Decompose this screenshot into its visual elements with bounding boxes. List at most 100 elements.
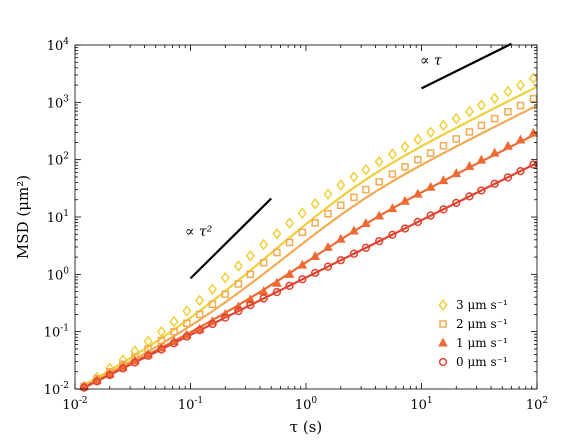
data-point-s1-16 — [285, 238, 294, 247]
data-point-s0-6 — [156, 325, 166, 338]
data-point-s3-32 — [490, 179, 499, 188]
data-point-s3-25 — [400, 224, 410, 233]
data-point-s2-22 — [361, 218, 371, 228]
data-point-s3-31 — [477, 186, 486, 195]
data-point-s2-19 — [323, 241, 333, 251]
data-point-s1-7 — [170, 327, 178, 336]
legend-marker-1 — [439, 320, 447, 328]
data-point-s1-19 — [324, 209, 332, 218]
data-point-s1-32 — [490, 114, 499, 123]
data-point-s3-16 — [285, 281, 294, 290]
x-tick-label-1: 10-1 — [178, 396, 203, 413]
data-point-s1-31 — [477, 121, 486, 130]
data-point-s3-11 — [221, 313, 230, 322]
y-tick-label-0: 10-2 — [44, 381, 69, 398]
legend: 3 μm s⁻¹ 2 μm s⁻¹ 1 μm s⁻¹ 0 μm s⁻¹ — [438, 298, 508, 369]
data-point-s0-10 — [207, 283, 218, 296]
legend-label-1: 2 μm s⁻¹ — [456, 317, 508, 331]
data-point-s2-17 — [297, 259, 308, 269]
data-point-s2-3 — [118, 361, 128, 371]
data-point-s0-31 — [476, 99, 486, 112]
data-point-s2-21 — [349, 225, 359, 235]
data-point-s3-4 — [130, 358, 140, 367]
data-point-s0-26 — [413, 133, 423, 146]
data-point-s3-20 — [336, 256, 345, 265]
y-tick-label-6: 104 — [47, 37, 70, 54]
data-point-s1-10 — [208, 300, 217, 309]
data-point-s3-26 — [413, 217, 423, 227]
data-point-s2-18 — [310, 251, 320, 260]
data-point-s3-18 — [310, 268, 320, 278]
data-point-s0-22 — [361, 163, 371, 176]
data-point-s2-24 — [387, 203, 398, 213]
data-point-s0-32 — [490, 92, 500, 105]
data-point-s0-27 — [426, 126, 436, 139]
data-point-s3-23 — [375, 236, 384, 246]
data-point-s3-27 — [426, 211, 435, 220]
data-point-s0-19 — [323, 188, 333, 201]
legend-marker-0 — [438, 299, 448, 311]
data-point-s2-9 — [194, 323, 205, 333]
data-point-s2-23 — [374, 210, 385, 220]
data-point-s0-11 — [220, 271, 230, 284]
data-point-s2-13 — [245, 294, 256, 304]
data-point-s1-13 — [246, 270, 255, 279]
data-point-s3-8 — [182, 332, 192, 341]
data-point-s3-10 — [208, 319, 217, 329]
axis-ticks: 10-2 10-1 100 101 102 10-2 10-1 100 101 102 103 104 — [44, 37, 548, 413]
slope-guides — [189, 42, 512, 280]
data-point-s1-24 — [388, 170, 397, 178]
x-tick-label-3: 101 — [410, 396, 432, 413]
data-point-s2-32 — [489, 147, 500, 157]
data-point-s3-15 — [272, 287, 282, 297]
guide-labels: ∝ τ² ∝ τ — [185, 53, 442, 240]
data-point-s1-29 — [452, 135, 461, 143]
y-tick-label-2: 100 — [47, 266, 70, 283]
fit-line-0 — [83, 85, 538, 386]
data-point-s1-21 — [350, 193, 358, 202]
y-axis-label: MSD (μm²) — [14, 175, 32, 259]
data-point-s0-21 — [349, 171, 359, 183]
x-tick-label-4: 102 — [526, 396, 548, 413]
legend-marker-2 — [438, 337, 448, 347]
data-point-s1-17 — [298, 228, 307, 237]
data-point-s2-15 — [272, 277, 282, 287]
slope-2-guide-label: ∝ τ² — [185, 224, 213, 240]
data-point-s2-16 — [284, 268, 295, 278]
data-point-s3-29 — [452, 198, 461, 208]
data-point-s3-24 — [388, 230, 397, 239]
data-point-s0-24 — [387, 148, 397, 160]
data-point-s1-35 — [529, 94, 538, 103]
data-point-s1-28 — [439, 141, 448, 150]
data-point-s1-18 — [311, 219, 319, 227]
y-tick-label-3: 101 — [47, 209, 69, 226]
data-point-s2-33 — [503, 140, 513, 150]
data-point-s0-23 — [374, 155, 384, 168]
slope-2-guide — [189, 197, 273, 280]
data-point-s0-35 — [528, 72, 538, 85]
data-point-s1-11 — [221, 290, 230, 298]
legend-label-0: 3 μm s⁻¹ — [456, 298, 508, 312]
data-point-s2-0 — [79, 381, 89, 391]
x-axis-label: τ (s) — [290, 418, 322, 436]
data-markers — [79, 72, 539, 393]
data-point-s3-2 — [105, 370, 114, 380]
data-point-s1-34 — [516, 101, 525, 110]
data-point-s2-20 — [335, 233, 346, 243]
data-point-s2-25 — [400, 195, 410, 205]
data-point-s1-27 — [426, 149, 435, 157]
data-point-s2-28 — [438, 175, 449, 185]
x-tick-label-2: 100 — [295, 396, 318, 413]
data-point-s3-30 — [465, 192, 474, 201]
data-point-s2-29 — [451, 168, 462, 178]
data-point-s3-33 — [503, 173, 513, 182]
data-point-s1-26 — [414, 155, 422, 164]
data-point-s3-9 — [195, 326, 204, 335]
data-point-s2-2 — [104, 368, 115, 378]
data-point-s3-34 — [516, 167, 525, 176]
data-point-s0-18 — [310, 197, 320, 210]
data-point-s3-12 — [234, 306, 243, 316]
slope-1-guide — [421, 42, 512, 90]
data-point-s1-12 — [234, 280, 243, 288]
data-point-s2-26 — [413, 188, 423, 198]
